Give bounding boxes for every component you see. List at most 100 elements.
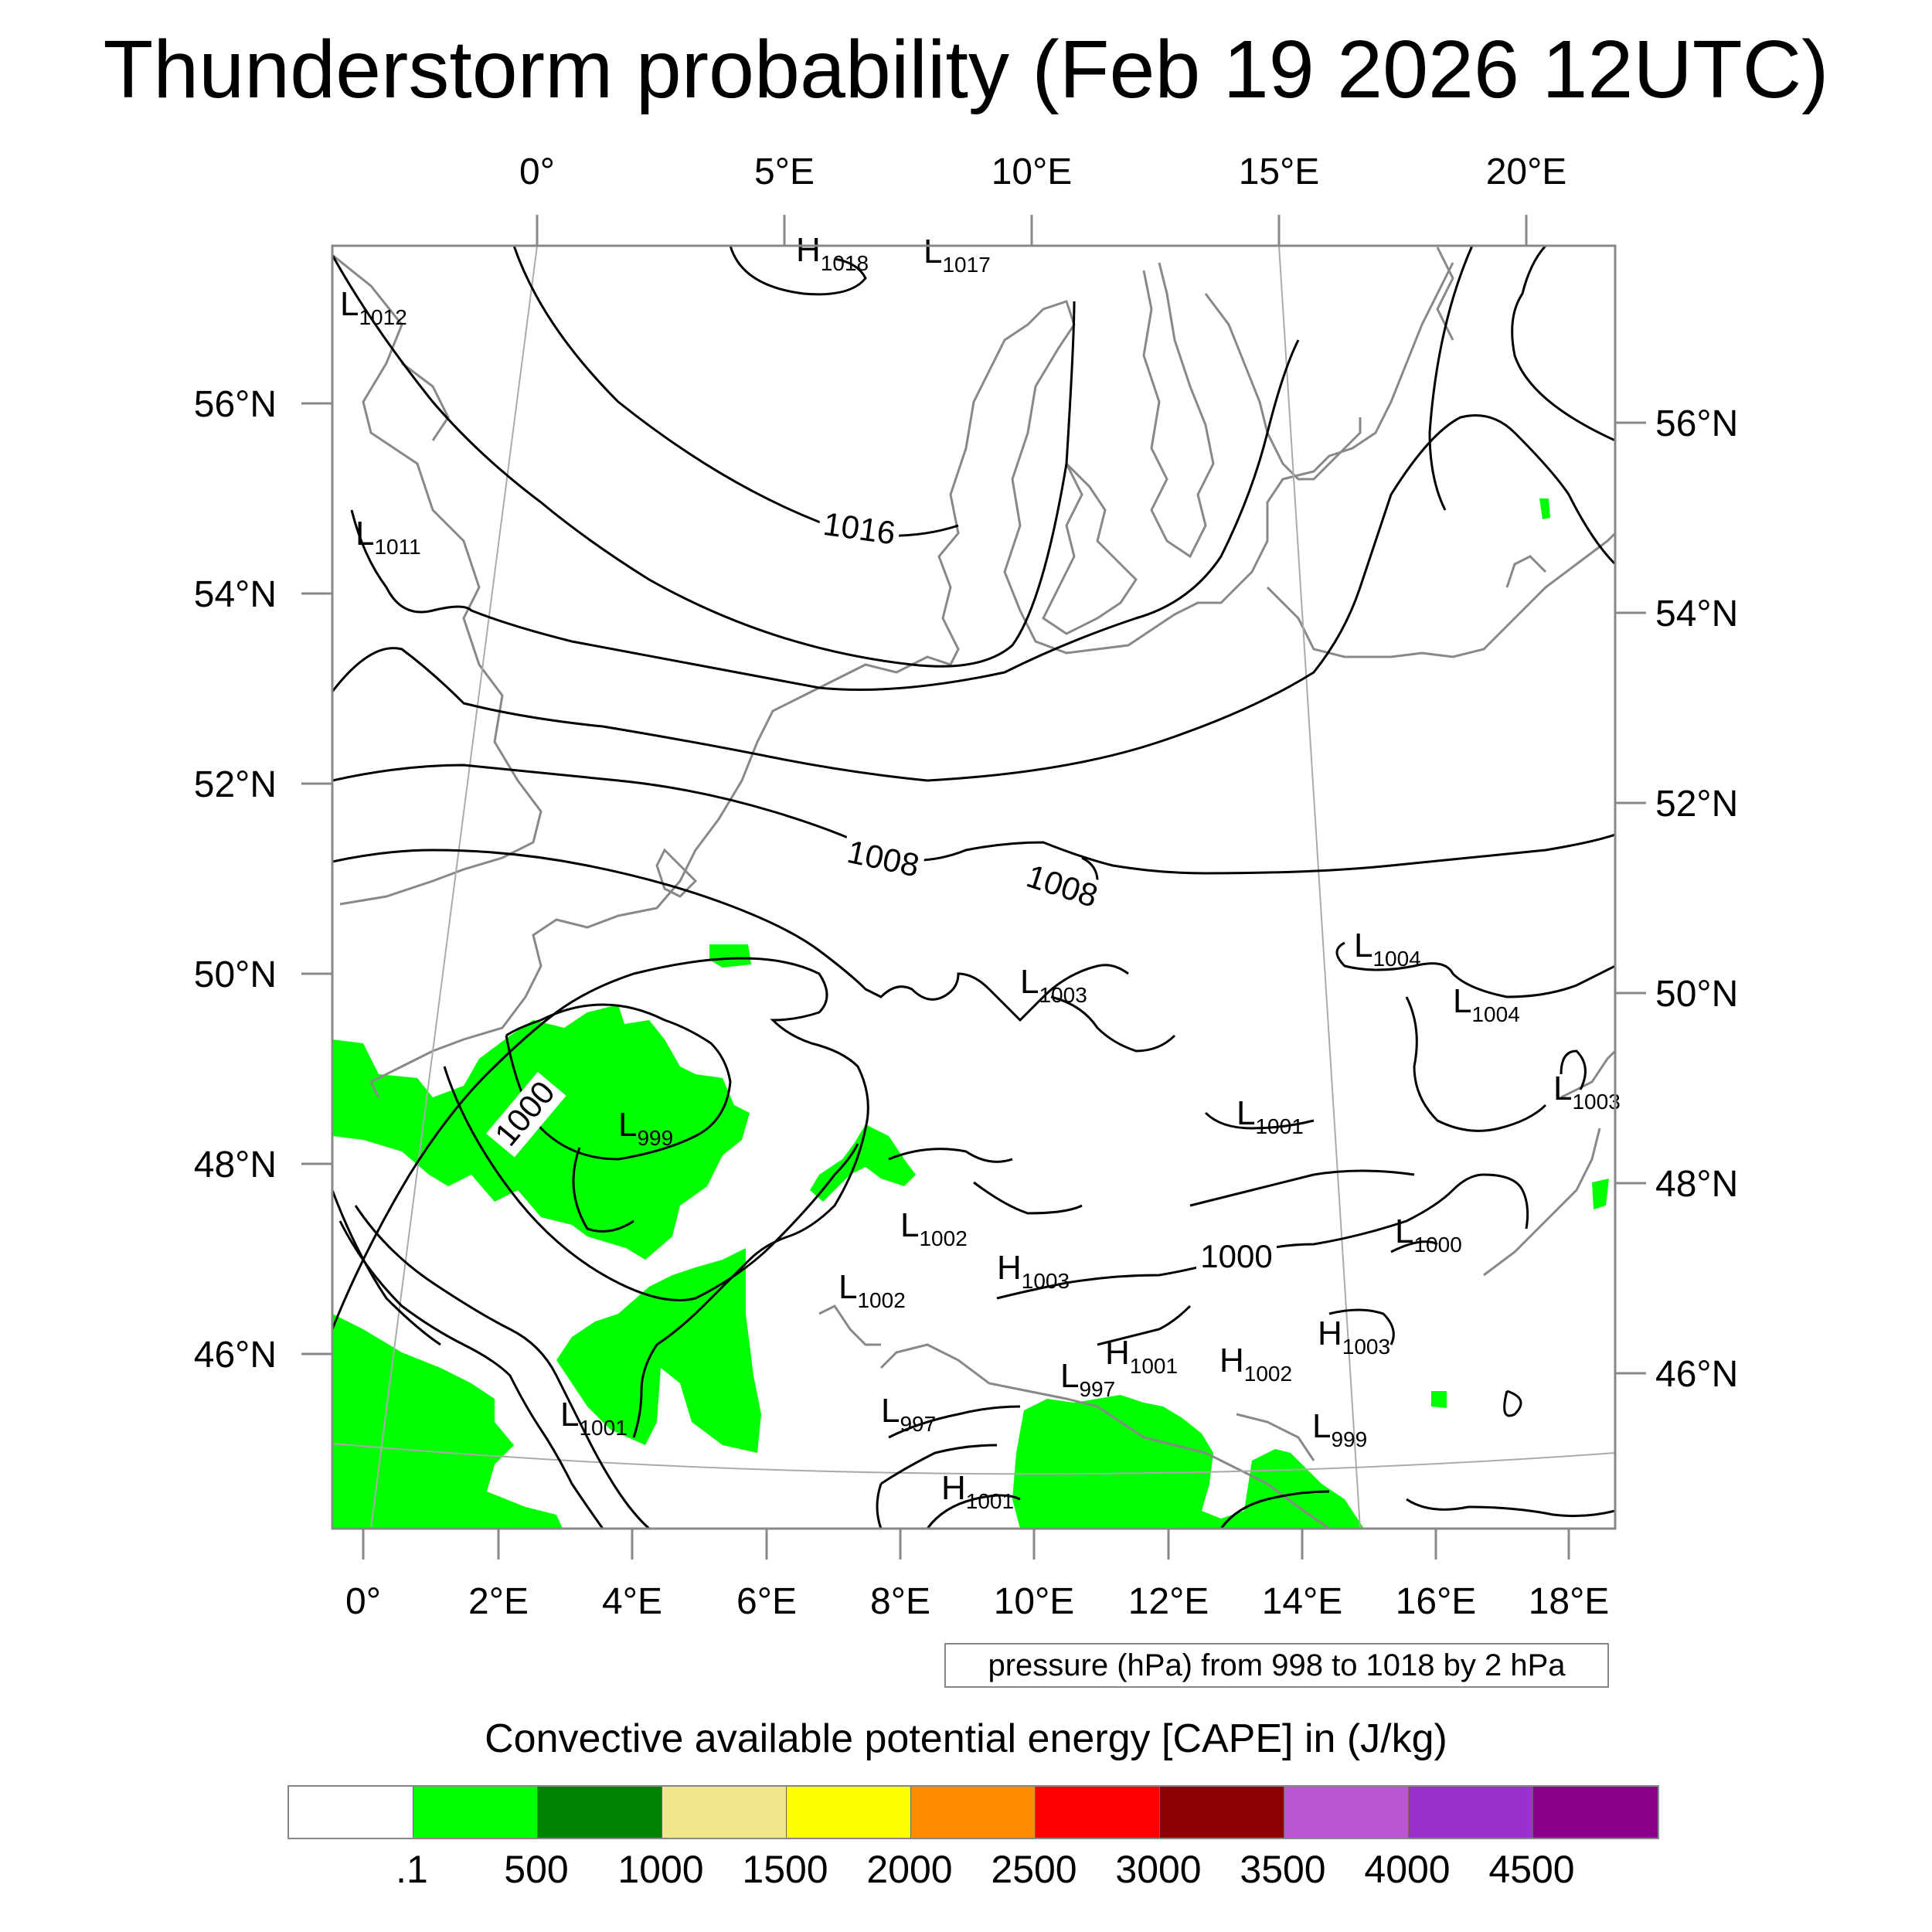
cape-area-italy xyxy=(1012,1395,1364,1529)
pressure-center: L1017 xyxy=(923,233,991,277)
pressure-center-value: 1003 xyxy=(1039,983,1087,1007)
pressure-center-value: 1003 xyxy=(1572,1090,1620,1114)
top-lon-label: 15°E xyxy=(1239,151,1320,192)
pressure-center-value: 997 xyxy=(900,1412,936,1436)
map-tick-labels: 0° 5°E 10°E 15°E 20°E 0° 2°E 4°E 6°E 8°E 10°E 12°E 1… xyxy=(194,151,1739,1622)
colorbar-label: 1000 xyxy=(617,1848,704,1891)
colorbar-swatch xyxy=(1409,1787,1533,1838)
pressure-center: H1003 xyxy=(1318,1315,1390,1359)
top-lon-label: 10°E xyxy=(992,151,1073,192)
pressure-center: H1001 xyxy=(941,1469,1014,1513)
bottom-lon-label: 0° xyxy=(345,1581,381,1622)
pressure-center-value: 1000 xyxy=(1413,1233,1461,1257)
bottom-lon-label: 2°E xyxy=(468,1581,529,1622)
pressure-center: L1012 xyxy=(340,285,407,329)
colorbar-swatch xyxy=(911,1787,1036,1838)
colorbar-swatch xyxy=(1036,1787,1160,1838)
bottom-lon-label: 18°E xyxy=(1529,1581,1610,1622)
isobar-label-text: 1008 xyxy=(844,833,922,883)
pressure-center: L1002 xyxy=(900,1206,968,1250)
top-lon-label: 0° xyxy=(519,151,555,192)
colorbar-label: 2500 xyxy=(991,1848,1077,1891)
right-lat-label: 50°N xyxy=(1655,974,1738,1015)
pressure-center-value: 1004 xyxy=(1471,1002,1519,1026)
pressure-center-value: 1003 xyxy=(1342,1335,1390,1359)
contour-info-box: pressure (hPa) from 998 to 1018 by 2 hPa xyxy=(944,1643,1609,1688)
pressure-center-value: 1001 xyxy=(579,1416,627,1440)
colorbar-swatch xyxy=(787,1787,911,1838)
colorbar-label: 3500 xyxy=(1240,1848,1326,1891)
pressure-center: L1004 xyxy=(1354,927,1421,971)
left-lat-label: 48°N xyxy=(194,1145,277,1185)
coastlines xyxy=(332,247,1615,1529)
cape-area-east-b xyxy=(1592,1179,1609,1209)
pressure-center: H1003 xyxy=(997,1249,1070,1293)
pressure-center: L1003 xyxy=(1020,963,1087,1007)
pressure-center: L1000 xyxy=(1395,1213,1462,1257)
colorbar-label: 2000 xyxy=(866,1848,953,1891)
pressure-center: L1004 xyxy=(1453,982,1520,1026)
pressure-center-value: 997 xyxy=(1079,1377,1115,1401)
map-title: Thunderstorm probability (Feb 19 2026 12… xyxy=(103,24,1829,115)
isobar-label: 1008 xyxy=(839,833,927,887)
isobar-label-text: 1000 xyxy=(1200,1238,1272,1274)
map-ticks xyxy=(301,215,1646,1560)
pressure-center-value: 1012 xyxy=(359,305,406,329)
pressure-center-value: 1018 xyxy=(821,251,869,275)
pressure-center: L999 xyxy=(1312,1407,1367,1451)
right-lat-label: 56°N xyxy=(1655,403,1738,444)
pressure-centers: H1018 L1017 L1012 L1011 L1004 L1004 L1003 L1003… xyxy=(340,231,1621,1513)
colorbar-swatch xyxy=(289,1787,413,1838)
bottom-lon-label: 16°E xyxy=(1396,1581,1477,1622)
map-frame xyxy=(331,244,1617,1530)
colorbar-label: 1500 xyxy=(742,1848,828,1891)
colorbar-swatch xyxy=(413,1787,538,1838)
colorbar-swatch xyxy=(1160,1787,1284,1838)
cape-area-east-a xyxy=(1539,498,1550,519)
cape-area-east-c xyxy=(1431,1391,1447,1408)
pressure-center-value: 999 xyxy=(637,1126,673,1150)
pressure-center: L997 xyxy=(881,1392,936,1436)
bottom-lon-label: 14°E xyxy=(1262,1581,1343,1622)
colorbar-label: 4500 xyxy=(1488,1848,1575,1891)
pressure-center: L1001 xyxy=(1236,1094,1304,1138)
left-lat-label: 46°N xyxy=(194,1335,277,1376)
colorbar-swatch xyxy=(1284,1787,1409,1838)
graticule xyxy=(332,246,1615,1529)
pressure-center: L1003 xyxy=(1553,1070,1621,1114)
colorbar-swatch xyxy=(662,1787,787,1838)
pressure-center-value: 1003 xyxy=(1022,1269,1070,1293)
bottom-lon-label: 8°E xyxy=(870,1581,930,1622)
bottom-lon-label: 4°E xyxy=(602,1581,662,1622)
pressure-center-value: 999 xyxy=(1331,1427,1367,1451)
pressure-center: L1002 xyxy=(838,1268,906,1312)
pressure-center: H1001 xyxy=(1105,1334,1178,1378)
pressure-center-value: 1001 xyxy=(966,1489,1014,1513)
left-lat-label: 50°N xyxy=(194,954,277,995)
left-lat-label: 54°N xyxy=(194,574,277,615)
cape-area-swiss xyxy=(810,1124,916,1202)
colorbar-title: Convective available potential energy [C… xyxy=(485,1716,1447,1761)
colorbar-label: 3000 xyxy=(1115,1848,1202,1891)
pressure-center-value: 1004 xyxy=(1372,947,1420,971)
colorbar xyxy=(287,1785,1659,1839)
right-lat-label: 48°N xyxy=(1655,1164,1738,1205)
cape-area-southwest xyxy=(332,1314,563,1529)
isobars xyxy=(332,246,1615,1529)
colorbar-swatch xyxy=(538,1787,662,1838)
pressure-center-value: 1002 xyxy=(1244,1362,1292,1386)
colorbar-label: .1 xyxy=(396,1848,428,1891)
cape-area-west-france xyxy=(332,1005,750,1260)
colorbar-label: 500 xyxy=(504,1848,569,1891)
right-lat-label: 46°N xyxy=(1655,1354,1738,1395)
colorbar-swatch xyxy=(1533,1787,1658,1838)
top-lon-label: 20°E xyxy=(1486,151,1567,192)
isobar-label: 1000 xyxy=(1196,1238,1277,1277)
right-lat-label: 54°N xyxy=(1655,594,1738,634)
pressure-center-value: 1017 xyxy=(942,253,990,277)
top-lon-label: 5°E xyxy=(754,151,815,192)
pressure-center: H1018 xyxy=(796,231,869,275)
cape-area-belgium xyxy=(709,944,751,968)
pressure-center: L1011 xyxy=(355,515,421,559)
